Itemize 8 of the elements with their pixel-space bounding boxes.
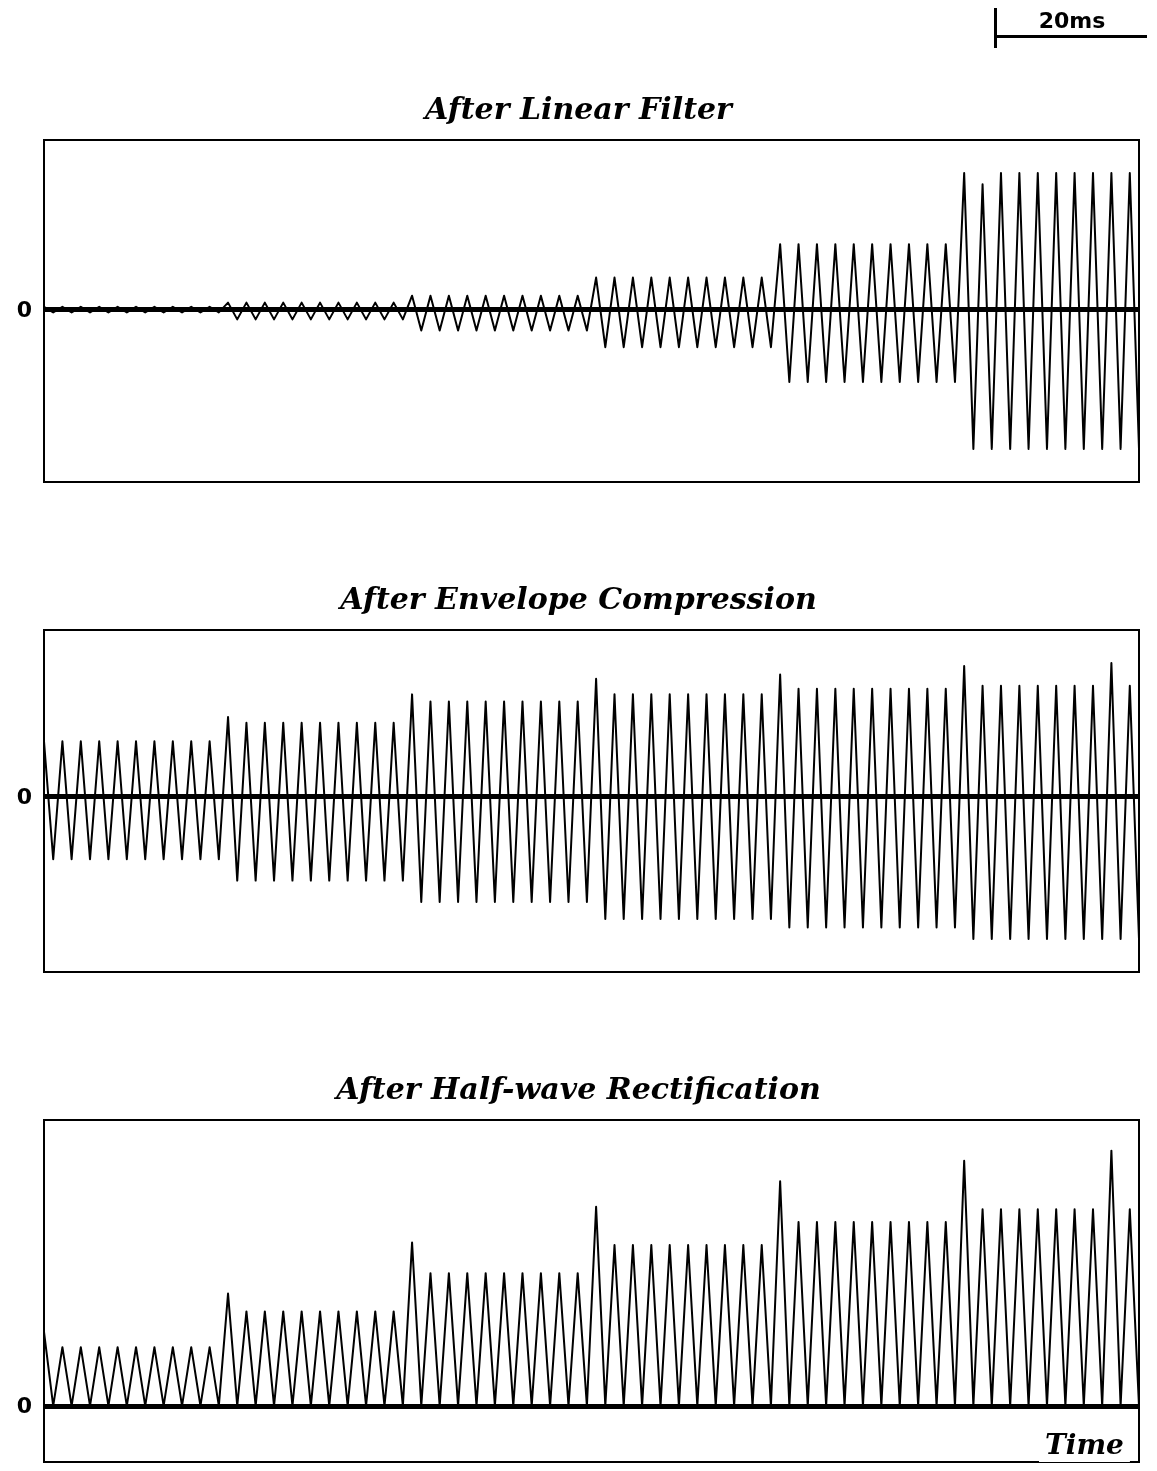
ref-line-label: 0	[16, 1393, 32, 1419]
ref-line-label: 0	[16, 297, 32, 323]
ref-line-label: 0	[16, 784, 32, 810]
chart-title: After Envelope Compression	[337, 580, 817, 616]
chart-title: After Linear Filter	[422, 90, 735, 126]
x-axis-title: Time	[1045, 1427, 1124, 1461]
chart-title: After Half-wave Rectification	[333, 1070, 821, 1106]
scale-bar: 20ms	[994, 8, 1147, 48]
